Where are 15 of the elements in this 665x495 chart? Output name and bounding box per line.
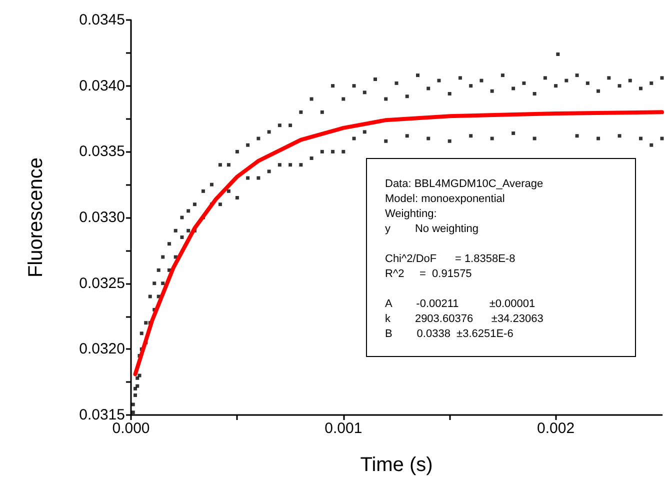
y-tick-label: 0.0345 xyxy=(79,12,125,28)
x-tick-label: 0.002 xyxy=(537,420,575,437)
y-tick-label: 0.0335 xyxy=(79,143,125,160)
y-tick-label: 0.0320 xyxy=(79,340,125,358)
annotation: Data: BBL4MGDM10C_Average Model: monoexponential Weighting: y No weighting xyxy=(385,177,544,237)
annotation: Chi^2/DoF = 1.8358E-8 R^2 = 0.91575 xyxy=(385,252,516,282)
line-series xyxy=(133,110,664,376)
x-tick-label: 0.001 xyxy=(324,420,362,437)
y-tick-label: 0.0340 xyxy=(79,77,125,94)
text-box: Data: BBL4MGDM10C_Average Model: monoexponential Weighting: y No weighting Chi^2/DoF = 1.8358E-8 R^2 = 0.91575 A -0.00211 ±0.00001 k 2903.60376 ±34.23063 B 0.0338 ±3.6251E-6 xyxy=(366,158,636,357)
y-tick-label: 0.0330 xyxy=(79,209,125,226)
annotation: A -0.00211 ±0.00001 k 2903.60376 ±34.23063 B 0.0338 ±3.6251E-6 xyxy=(385,297,544,342)
y-tick-label: 0.0325 xyxy=(79,274,125,292)
x-axis-title: Time (s) xyxy=(360,454,433,476)
y-axis-title: Fluorescence xyxy=(25,157,47,278)
